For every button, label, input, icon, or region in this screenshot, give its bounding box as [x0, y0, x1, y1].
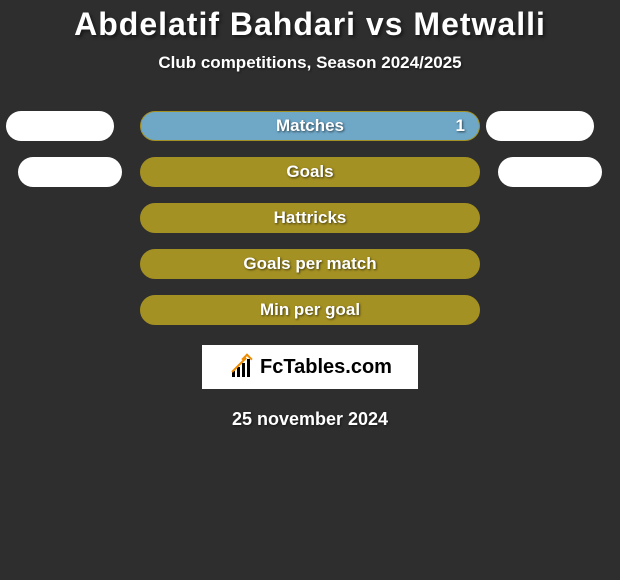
page-title: Abdelatif Bahdari vs Metwalli [74, 6, 546, 43]
stat-pill: Matches 1 [140, 111, 480, 141]
date-line: 25 november 2024 [232, 409, 388, 430]
stat-row: Min per goal [0, 295, 620, 325]
stat-pill: Goals [140, 157, 480, 187]
logo-card: FcTables.com [202, 345, 418, 389]
comparison-infographic: Abdelatif Bahdari vs Metwalli Club compe… [0, 0, 620, 580]
stat-row: Matches 1 [0, 111, 620, 141]
stat-value-right: 1 [456, 116, 465, 136]
page-subtitle: Club competitions, Season 2024/2025 [158, 53, 461, 73]
logo-chart-icon [228, 355, 256, 379]
stat-pill: Min per goal [140, 295, 480, 325]
player-left-pill [18, 157, 122, 187]
stat-pill: Hattricks [140, 203, 480, 233]
stat-pill: Goals per match [140, 249, 480, 279]
stat-label: Min per goal [260, 300, 360, 320]
stat-row: Hattricks [0, 203, 620, 233]
compare-block: Matches 1 Goals Hattricks Goals per match Min… [0, 111, 620, 325]
stat-label: Matches [276, 116, 344, 136]
stat-row: Goals [0, 157, 620, 187]
stat-row: Goals per match [0, 249, 620, 279]
stat-label: Hattricks [274, 208, 347, 228]
player-right-pill [498, 157, 602, 187]
player-left-pill [6, 111, 114, 141]
stat-label: Goals per match [243, 254, 376, 274]
logo-text: FcTables.com [260, 356, 392, 379]
player-right-pill [486, 111, 594, 141]
stat-label: Goals [286, 162, 333, 182]
